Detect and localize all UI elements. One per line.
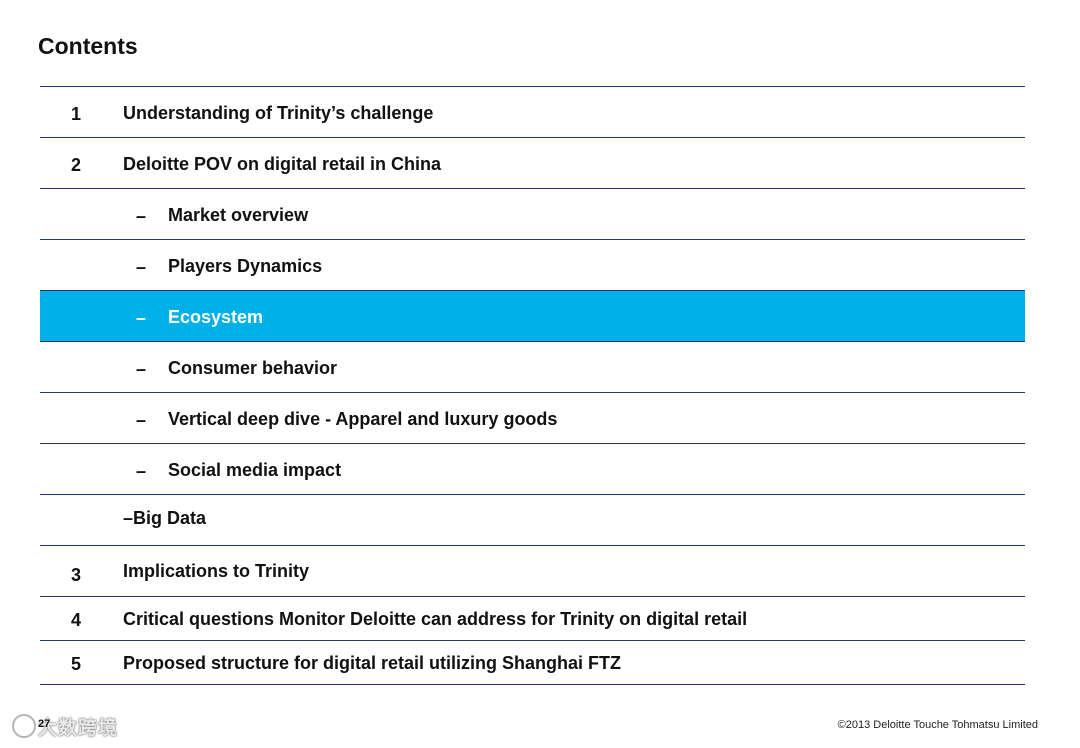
toc-item-3[interactable]: 3 Implications to Trinity [40, 546, 1025, 597]
toc-item-4[interactable]: 4 Critical questions Monitor Deloitte ca… [40, 597, 1025, 641]
copyright-notice: ©2013 Deloitte Touche Tohmatsu Limited [837, 719, 1038, 731]
toc-dash: – [136, 257, 147, 277]
toc-dash: – [136, 359, 147, 379]
watermark-circle-icon [12, 714, 36, 738]
toc-label: Social media impact [168, 460, 342, 480]
toc-number: 3 [71, 565, 82, 585]
toc-label: Market overview [168, 205, 309, 225]
toc-label: Deloitte POV on digital retail in China [123, 154, 442, 174]
watermark-text: 大数跨境 [38, 718, 119, 739]
toc-number: 2 [71, 155, 82, 175]
toc-label: Vertical deep dive - Apparel and luxury … [168, 409, 558, 429]
toc-subitem-vertical-deep-dive[interactable]: – Vertical deep dive - Apparel and luxur… [40, 393, 1025, 444]
toc-label: Understanding of Trinity’s challenge [123, 103, 434, 123]
toc-number: 4 [71, 610, 82, 630]
toc-label: Proposed structure for digital retail ut… [123, 653, 622, 673]
toc-subitem-social-media-impact[interactable]: – Social media impact [40, 444, 1025, 495]
toc-item-2[interactable]: 2 Deloitte POV on digital retail in Chin… [40, 138, 1025, 189]
toc-item-1[interactable]: 1 Understanding of Trinity’s challenge [40, 87, 1025, 138]
toc-dash: – [136, 461, 147, 481]
toc-subitem-big-data[interactable]: –Big Data [40, 495, 1025, 546]
contents-list: 1 Understanding of Trinity’s challenge 2… [40, 86, 1025, 685]
toc-subitem-ecosystem-active[interactable]: – Ecosystem [40, 291, 1025, 342]
watermark-logo: 大数跨境 [12, 713, 118, 740]
toc-dash: – [136, 308, 147, 328]
toc-dash: – [136, 206, 147, 226]
toc-subitem-market-overview[interactable]: – Market overview [40, 189, 1025, 240]
toc-label: –Big Data [123, 508, 207, 528]
toc-label: Consumer behavior [168, 358, 338, 378]
toc-number: 5 [71, 654, 82, 674]
toc-label: Ecosystem [168, 307, 264, 327]
toc-dash: – [136, 410, 147, 430]
toc-subitem-consumer-behavior[interactable]: – Consumer behavior [40, 342, 1025, 393]
toc-number: 1 [71, 104, 82, 124]
page-title: Contents [38, 33, 138, 59]
toc-subitem-players-dynamics[interactable]: – Players Dynamics [40, 240, 1025, 291]
toc-item-5[interactable]: 5 Proposed structure for digital retail … [40, 641, 1025, 685]
toc-label: Critical questions Monitor Deloitte can … [123, 609, 748, 629]
toc-label: Players Dynamics [168, 256, 323, 276]
toc-label: Implications to Trinity [123, 561, 310, 581]
page-number: 27 [38, 718, 51, 730]
